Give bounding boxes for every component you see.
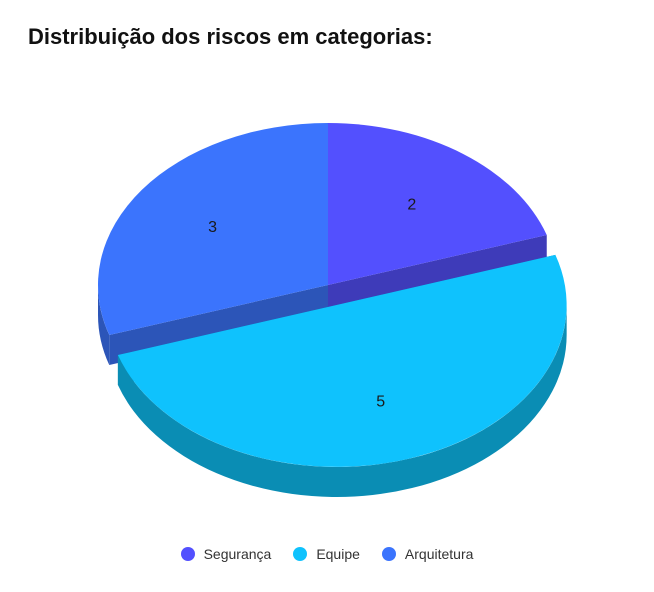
legend-label: Segurança — [203, 546, 272, 562]
legend-label: Equipe — [316, 546, 360, 562]
legend-item-seguranca[interactable]: Segurança — [180, 546, 272, 562]
legend-item-arquitetura[interactable]: Arquitetura — [381, 546, 474, 562]
chart-legend: Segurança Equipe Arquitetura — [0, 546, 654, 562]
slice-side-arquitetura — [98, 285, 110, 366]
slice-top-arquitetura — [97, 123, 328, 336]
chart-title: Distribuição dos riscos em categorias: — [28, 24, 433, 49]
data-label-arquitetura: 3 — [208, 219, 217, 236]
data-label-equipe: 5 — [376, 393, 385, 410]
legend-marker — [293, 547, 308, 561]
legend-marker — [381, 547, 396, 561]
legend-marker — [180, 547, 195, 561]
slice-side-equipe — [117, 304, 567, 497]
slice-top-seguranca — [328, 123, 547, 285]
legend-label: Arquitetura — [404, 546, 474, 562]
data-label-seguranca: 2 — [407, 197, 416, 214]
legend-item-equipe[interactable]: Equipe — [293, 546, 360, 562]
slice-equipe — [117, 254, 567, 497]
slice-top-equipe — [117, 254, 567, 467]
